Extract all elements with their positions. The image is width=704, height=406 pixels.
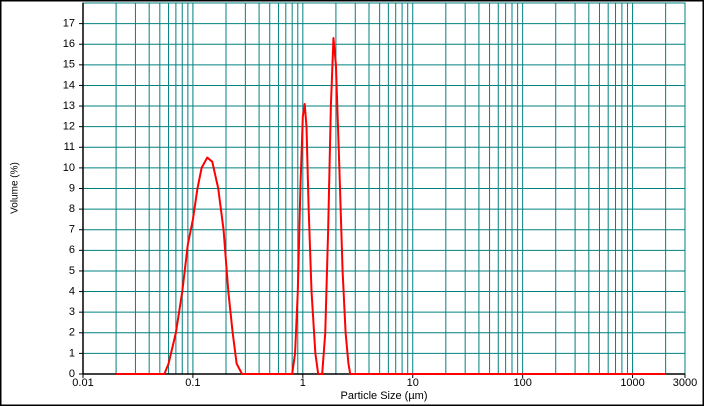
y-tick-label: 13 <box>63 100 75 112</box>
x-tick-label: 0.01 <box>72 377 93 389</box>
y-tick-label: 3 <box>69 306 75 318</box>
y-tick-label: 7 <box>69 224 75 236</box>
y-tick-label: 17 <box>63 18 75 30</box>
y-tick-label: 16 <box>63 38 75 50</box>
y-tick-label: 11 <box>64 141 75 153</box>
x-tick-label: 10 <box>407 377 419 389</box>
x-tick-label: 1000 <box>620 377 644 389</box>
x-tick-label: 1 <box>300 377 306 389</box>
y-tick-label: 0 <box>69 368 75 380</box>
x-tick-label: 0.1 <box>185 377 200 389</box>
y-tick-label: 2 <box>69 327 75 339</box>
y-tick-label: 4 <box>69 285 75 297</box>
x-tick-label: 3000 <box>673 377 697 389</box>
y-tick-label: 1 <box>69 347 75 359</box>
y-tick-label: 5 <box>69 265 75 277</box>
y-axis-label: Volume (%) <box>10 162 21 214</box>
x-axis-label: Particle Size (µm) <box>340 390 427 402</box>
y-tick-label: 6 <box>69 244 75 256</box>
y-tick-label: 10 <box>63 162 75 174</box>
y-tick-label: 12 <box>63 121 75 133</box>
x-tick-label: 100 <box>513 377 531 389</box>
y-tick-label: 9 <box>69 182 75 194</box>
y-tick-label: 8 <box>69 203 75 215</box>
y-tick-label: 14 <box>63 79 75 91</box>
y-tick-label: 15 <box>63 59 75 71</box>
data-line <box>116 37 666 375</box>
